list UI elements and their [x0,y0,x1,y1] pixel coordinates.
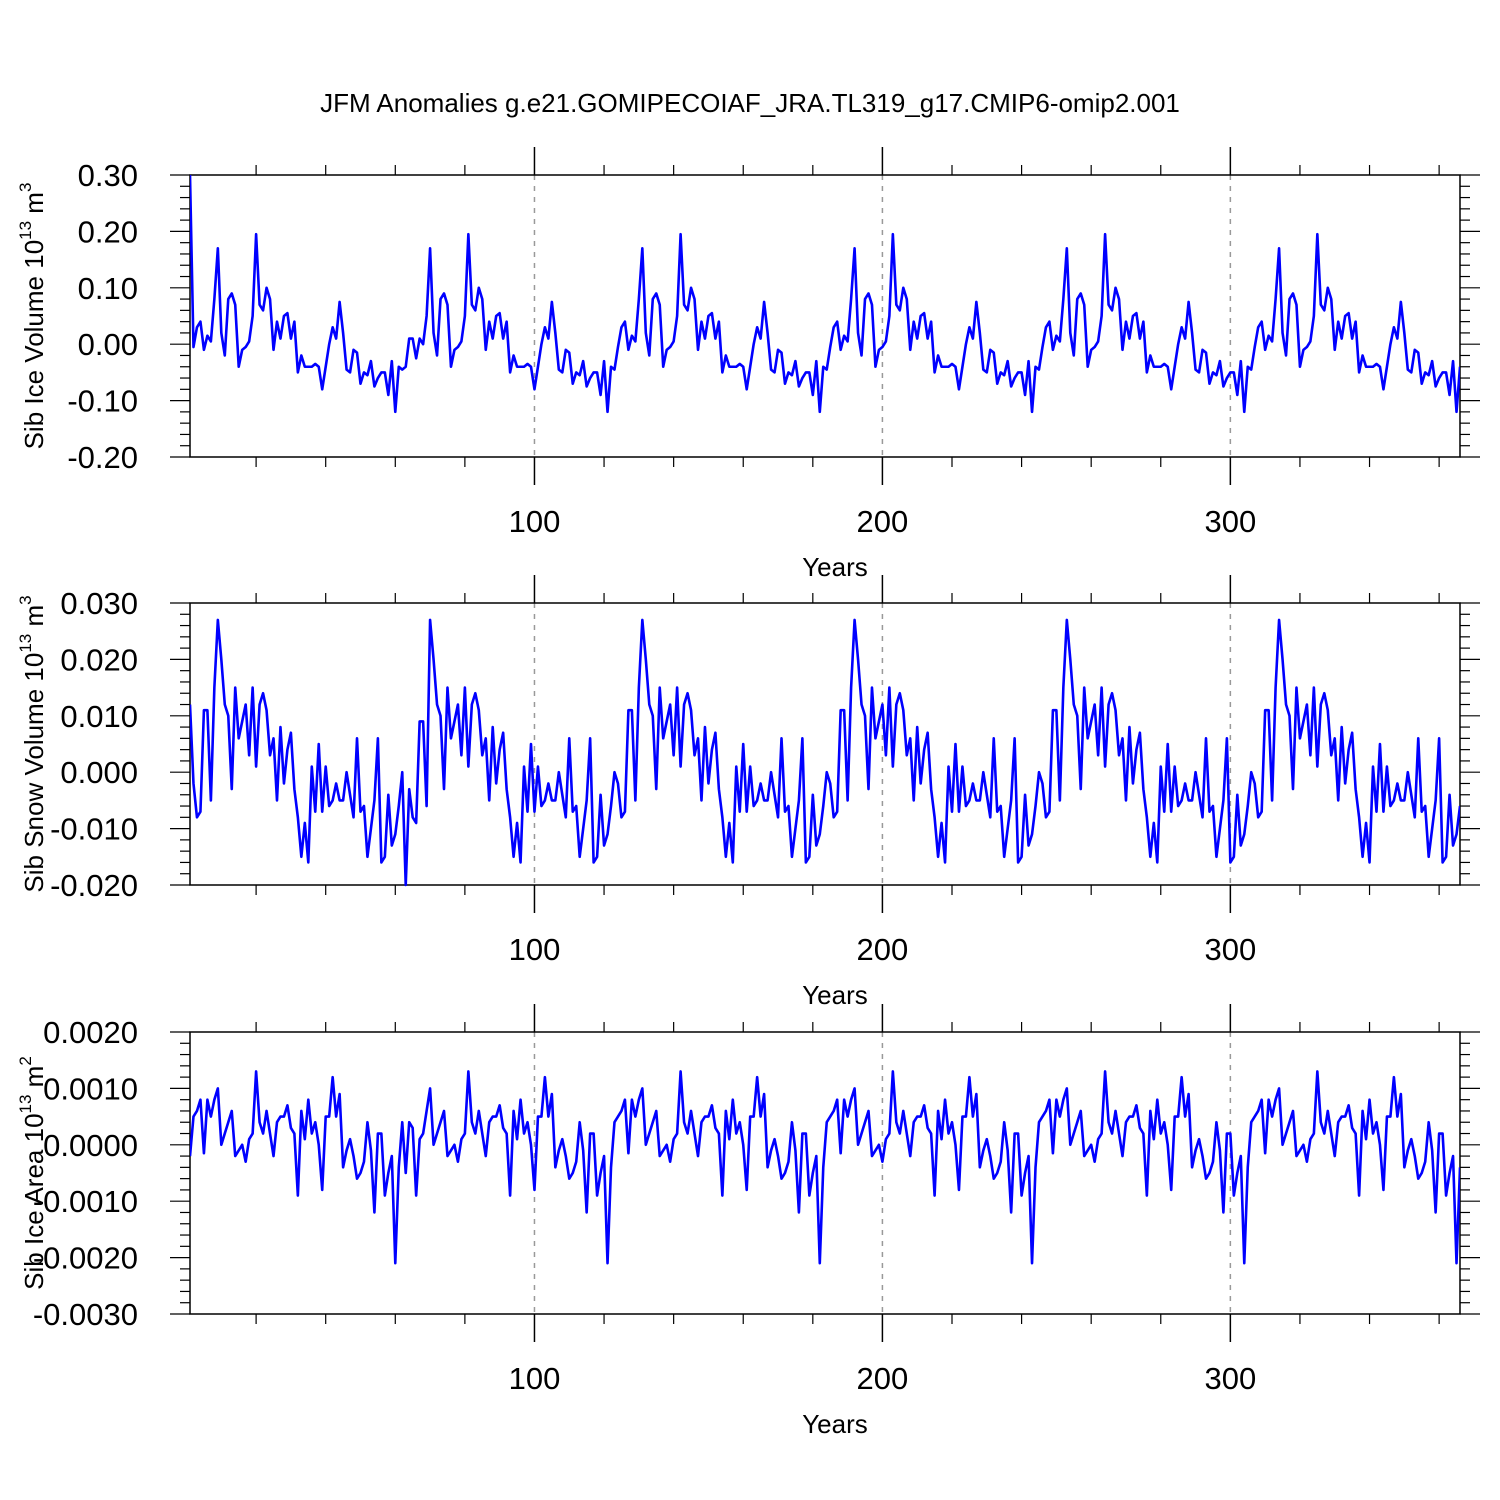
series-line [190,1070,1460,1265]
plot-frame [189,1031,1461,1315]
y-axis-label: Sib Ice Area 1013 m2 [16,1056,49,1290]
plot-frame [189,174,1461,458]
x-axis-label: Years [802,552,868,582]
panel-2: 100 200 300 Years 0.030 0.020 0.010 0.000 -0.010… [16,575,1480,1010]
x-tick-label: 300 [1204,1361,1256,1396]
y-tick-label: 0.0010 [43,1071,138,1106]
x-axis-label: Years [802,1409,868,1439]
x-tick-label: 200 [857,504,909,539]
y-axis-label-base: Sib Snow Volume 10 [19,653,49,893]
y-tick-label: 0.20 [78,214,138,249]
y-axis-label-unit-exp: 3 [16,183,35,192]
y-axis-label-unit: m [19,192,49,221]
x-tick-label: 300 [1204,932,1256,967]
y-axis-label: Sib Snow Volume 1013 m3 [16,595,49,892]
y-tick-label: -0.20 [67,440,138,475]
x-tick-label: 300 [1204,504,1256,539]
y-axis-label-unit-exp: 2 [16,1056,35,1065]
panel-1: 100 200 300 Years 0.30 0.20 0.10 0.00 -0.10 -0.20… [16,147,1480,582]
x-tick-label: 100 [509,504,561,539]
panel-3: 100 200 300 Years 0.0020 0.0010 0.0000 -0.0010 -… [16,1004,1480,1439]
y-tick-label: -0.10 [67,384,138,419]
y-tick-label: -0.0010 [33,1184,138,1219]
y-axis-label-base: Sib Ice Area 10 [19,1113,49,1289]
panels: 100 200 300 Years 0.30 0.20 0.10 0.00 -0.10 -0.20… [16,147,1480,1439]
y-tick-label: 0.10 [78,271,138,306]
x-tick-label: 100 [509,932,561,967]
y-axis-label-exp: 13 [16,634,35,653]
y-tick-label: 0.020 [60,642,138,677]
x-tick-label: 200 [857,1361,909,1396]
y-tick-label: 0.00 [78,327,138,362]
y-tick-label: 0.0000 [43,1128,138,1163]
y-tick-label: 0.30 [78,158,138,193]
y-tick-label: -0.0020 [33,1241,138,1276]
y-tick-label: 0.000 [60,755,138,790]
series-line [190,174,1460,414]
y-axis-label-unit-exp: 3 [16,595,35,604]
x-tick-label: 100 [509,1361,561,1396]
y-tick-label: 0.010 [60,699,138,734]
y-axis-label-base: Sib Ice Volume 10 [19,240,49,450]
x-tick-label: 200 [857,932,909,967]
y-axis-label-unit: m [19,605,49,634]
y-axis-label-exp: 13 [16,221,35,240]
y-axis-label: Sib Ice Volume 1013 m3 [16,183,49,450]
y-tick-label: 0.0020 [43,1015,138,1050]
y-tick-label: 0.030 [60,586,138,621]
series-line [190,618,1460,887]
y-axis-label-unit: m [19,1066,49,1095]
x-axis-label: Years [802,980,868,1010]
y-tick-label: -0.020 [50,868,138,903]
y-tick-label: -0.0030 [33,1297,138,1332]
plot-frame [189,602,1461,886]
y-tick-label: -0.010 [50,812,138,847]
figure-title: JFM Anomalies g.e21.GOMIPECOIAF_JRA.TL31… [320,88,1180,118]
y-axis-label-exp: 13 [16,1095,35,1114]
